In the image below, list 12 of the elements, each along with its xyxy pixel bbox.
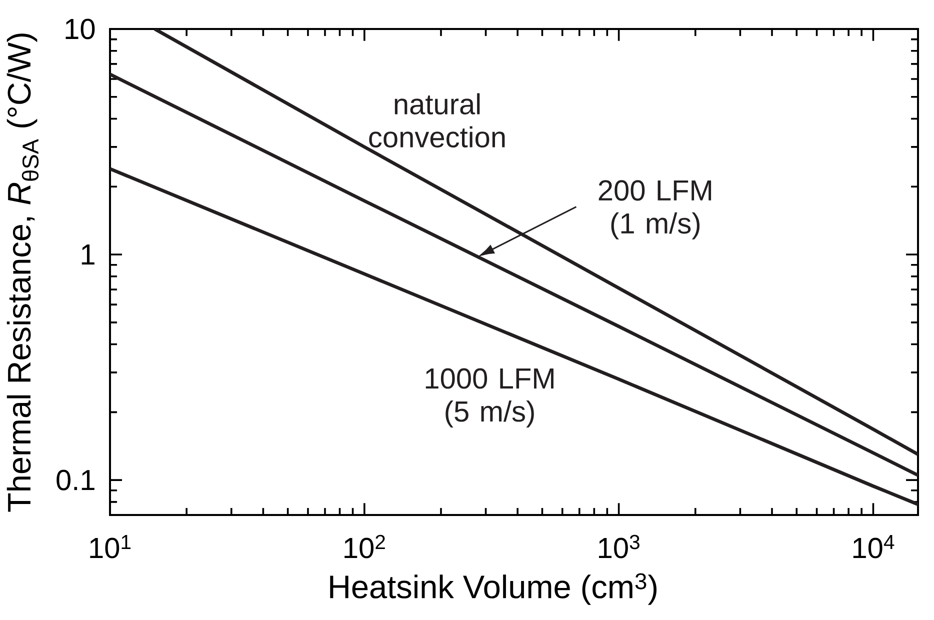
x-axis-title: Heatsink Volume (cm$^{3}$) [330, 573, 656, 605]
x-tick-label: 10$^{2}$ [344, 534, 385, 558]
series-label: 1000 LFM (5 m/s) [426, 368, 554, 428]
series-label: natural convection [369, 93, 505, 148]
legend-label: 200 LFM (1 m/s) [598, 180, 712, 240]
x-tick-label: 10$^{3}$ [598, 534, 640, 558]
y-tick-label: 1 [82, 244, 94, 265]
y-axis-title: Thermal Resistance, R$_{θSA}$ (°C/W) [6, 34, 39, 512]
x-tick-label: 10$^{4}$ [853, 535, 894, 558]
y-tick-label: 0.1 [56, 470, 94, 490]
x-tick-label: 10$^{1}$ [90, 535, 131, 558]
y-tick-label: 10 [66, 18, 95, 40]
